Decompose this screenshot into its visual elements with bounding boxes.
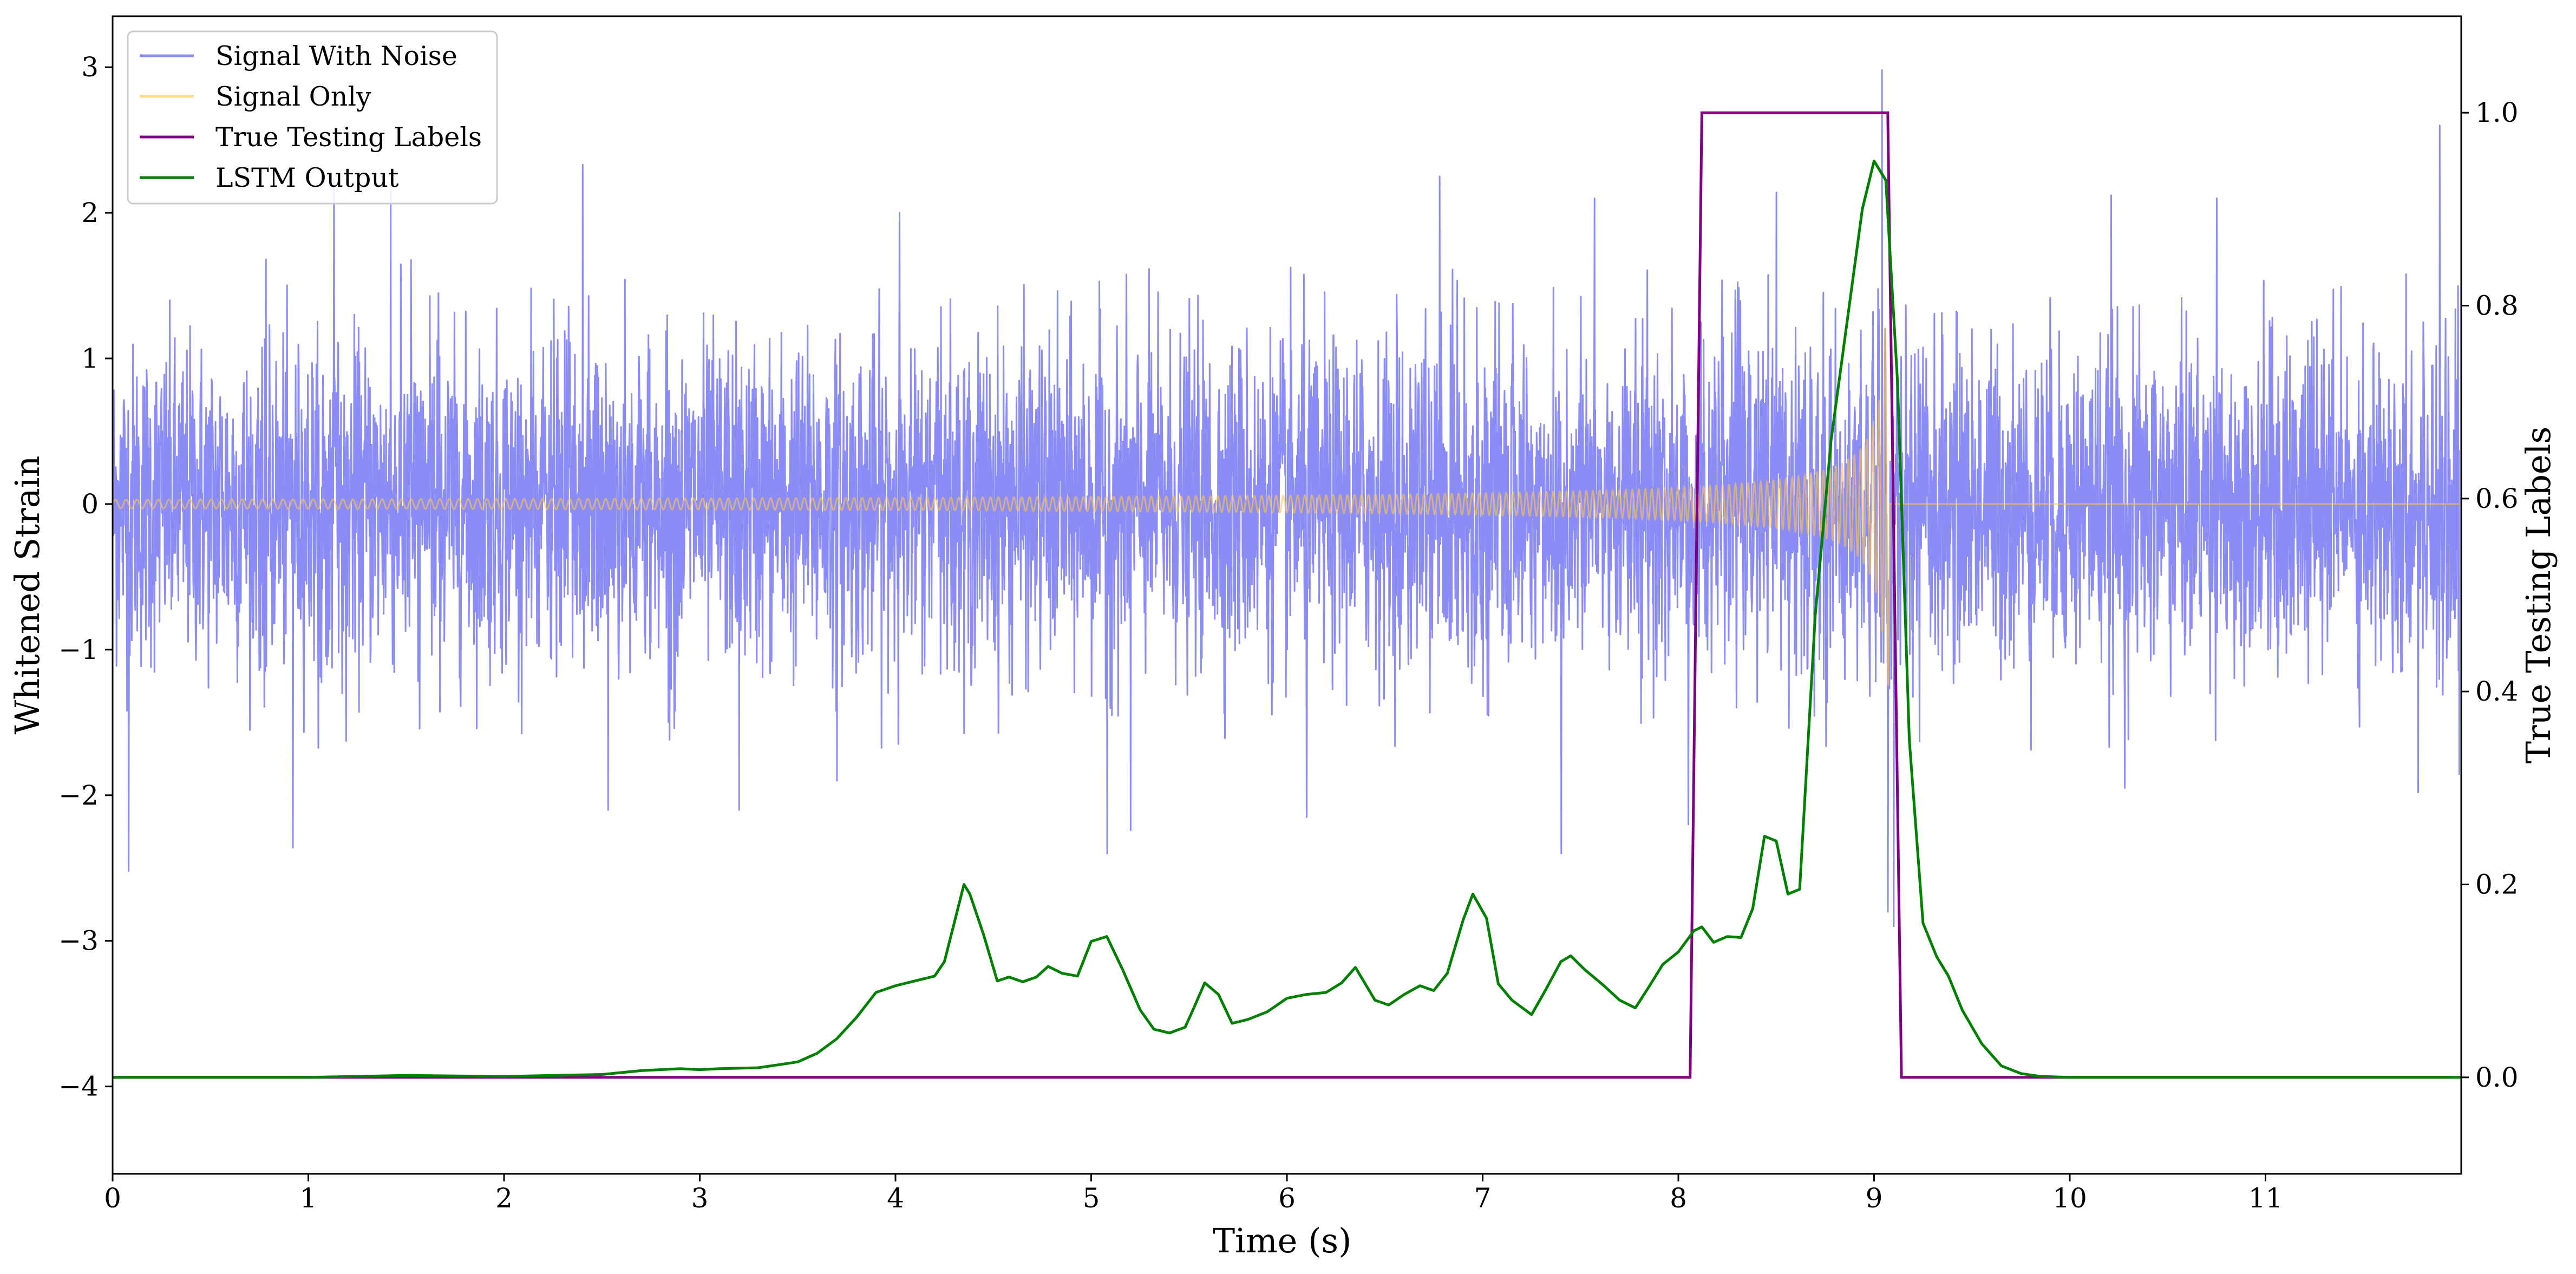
y-right-tick-label: 0.0 xyxy=(2475,1062,2519,1093)
series-layer xyxy=(112,69,2461,1079)
x-tick-label: 11 xyxy=(2248,1182,2283,1214)
y-right-tick-label: 0.2 xyxy=(2475,869,2519,900)
y-left-tick-label: −2 xyxy=(58,780,99,811)
y-axis-label-right: True Testing Labels xyxy=(2519,427,2558,764)
y-axis-label-left: Whitened Strain xyxy=(8,456,47,735)
x-tick-label: 2 xyxy=(495,1182,513,1214)
legend-label-signal-with-noise: Signal With Noise xyxy=(215,41,457,71)
y-right-tick-label: 0.6 xyxy=(2475,483,2519,514)
x-tick-label: 7 xyxy=(1474,1182,1492,1214)
series-signal-only xyxy=(112,328,2460,686)
y-left-tick-label: 3 xyxy=(81,51,99,83)
x-tick-label: 5 xyxy=(1083,1182,1100,1214)
y-right-tick-label: 0.8 xyxy=(2475,290,2519,322)
series-true-testing-labels xyxy=(113,111,2451,1079)
legend-label-true-testing-labels: True Testing Labels xyxy=(215,122,482,153)
y-right-tick-label: 1.0 xyxy=(2475,97,2519,128)
x-tick-label: 10 xyxy=(2052,1182,2087,1214)
y-left-tick-label: 0 xyxy=(81,488,99,520)
y-left-tick-label: −3 xyxy=(58,925,99,957)
y-left-tick-label: 2 xyxy=(81,197,99,228)
x-tick-label: 8 xyxy=(1670,1182,1687,1214)
series-signal-with-noise xyxy=(112,69,2460,927)
legend-label-lstm-output: LSTM Output xyxy=(215,162,399,193)
x-tick-label: 6 xyxy=(1278,1182,1296,1214)
y-left-tick-label: −1 xyxy=(58,634,99,665)
x-tick-label: 9 xyxy=(1866,1182,1883,1214)
y-left-tick-label: −4 xyxy=(58,1071,99,1102)
y-right-tick-label: 0.4 xyxy=(2475,676,2519,707)
x-tick-label: 1 xyxy=(300,1182,317,1214)
x-axis-label: Time (s) xyxy=(1213,1221,1352,1260)
x-tick-label: 0 xyxy=(104,1182,121,1214)
legend-box xyxy=(127,30,498,205)
series-lstm-output xyxy=(113,159,2461,1079)
y-left-tick-label: 1 xyxy=(81,343,99,374)
x-tick-label: 3 xyxy=(691,1182,709,1214)
x-tick-label: 4 xyxy=(887,1182,904,1214)
legend-label-signal-only: Signal Only xyxy=(215,81,371,112)
ticks-layer: 0 1 2 3 4 5 6 7 8 9 10 11 −4 −3 −2 −1 0 1 2 3 0.0 0.2 0.4 0.6 0.… xyxy=(58,51,2518,1214)
legend: Signal With Noise Signal Only True Testi… xyxy=(127,30,498,205)
